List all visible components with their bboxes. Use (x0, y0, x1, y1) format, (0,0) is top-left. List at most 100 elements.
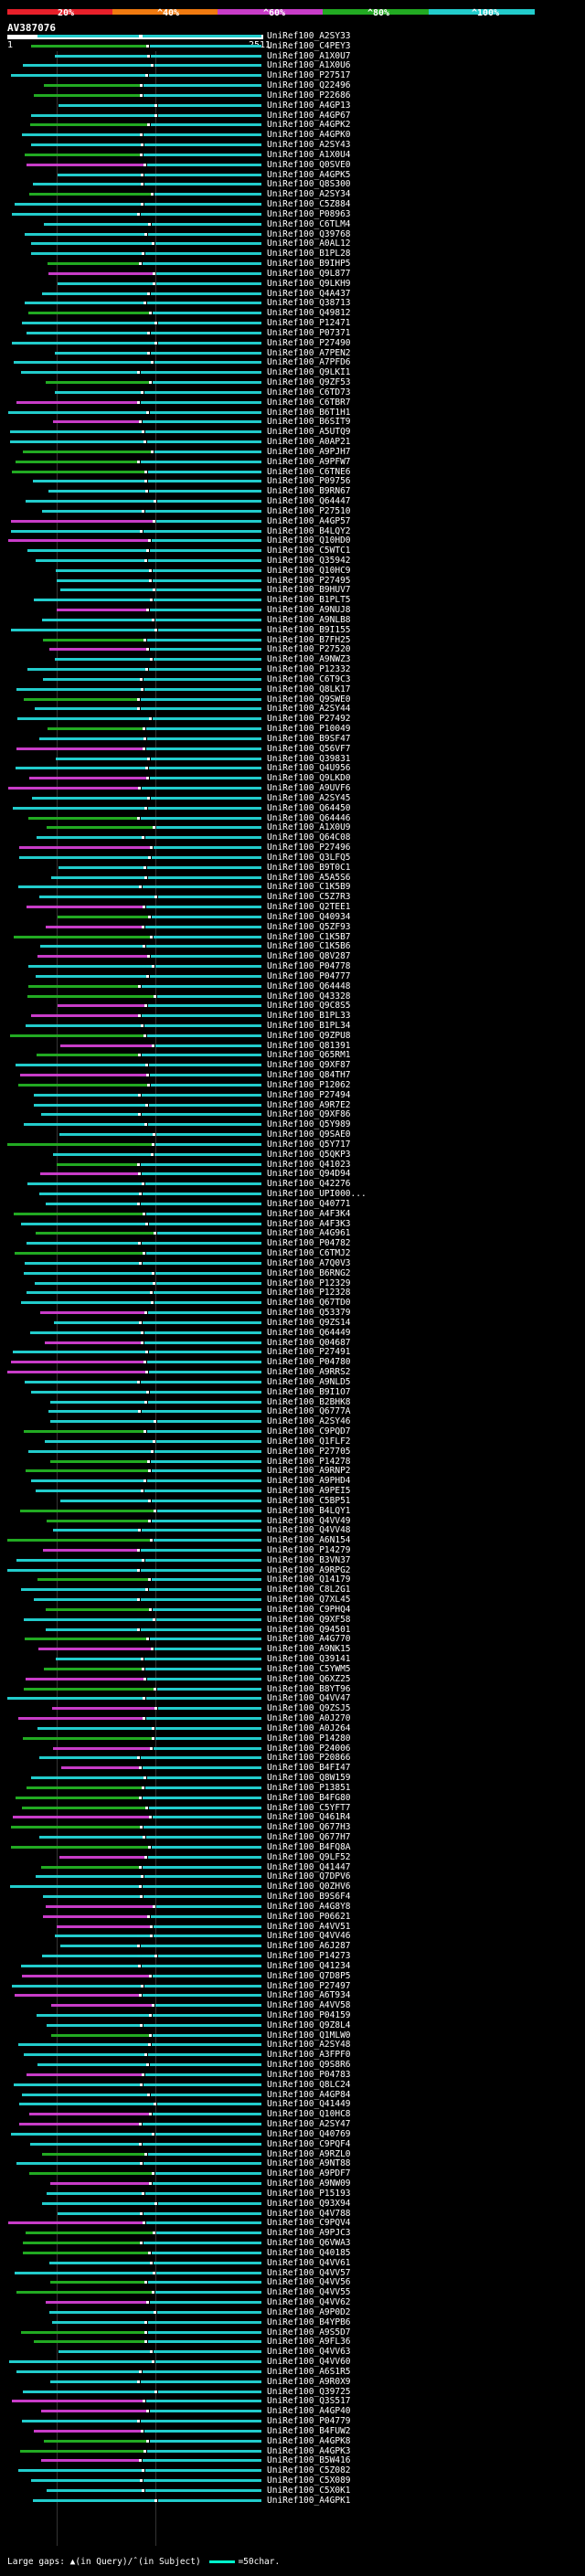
hit-alignment-bar[interactable] (22, 322, 154, 325)
hit-label[interactable]: UniRef100_Q5Y989 (267, 1119, 351, 1130)
hit-label[interactable]: UniRef100_A4GP84 (267, 2089, 351, 2100)
hit-alignment-bar[interactable] (30, 1330, 141, 1334)
hit-label[interactable]: UniRef100_A9RZL0 (267, 2148, 351, 2159)
hit-alignment-bar[interactable] (154, 599, 261, 602)
hit-alignment-bar[interactable] (18, 885, 139, 889)
hit-label[interactable]: UniRef100_C6TMJ2 (267, 1248, 351, 1259)
hit-alignment-bar[interactable] (59, 1855, 144, 1859)
hit-alignment-bar[interactable] (156, 519, 261, 523)
hit-label[interactable]: UniRef100_Q9L877 (267, 268, 351, 279)
hit-label[interactable]: UniRef100_Q9LKI1 (267, 367, 351, 378)
hit-alignment-bar[interactable] (144, 2429, 261, 2433)
hit-alignment-bar[interactable] (53, 1529, 138, 1532)
hit-alignment-bar[interactable] (39, 1193, 139, 1196)
hit-label[interactable]: UniRef100_Q9S8R6 (267, 2060, 351, 2071)
hit-label[interactable]: UniRef100_B1PL28 (267, 249, 351, 260)
hit-alignment-bar[interactable] (57, 1162, 137, 1166)
hit-alignment-bar[interactable] (150, 2410, 261, 2413)
hit-label[interactable]: UniRef100_A9NLB8 (267, 614, 351, 625)
hit-alignment-bar[interactable] (39, 737, 144, 740)
hit-label[interactable]: UniRef100_P22686 (267, 90, 351, 101)
hit-label[interactable]: UniRef100_C9PHQ4 (267, 1604, 351, 1615)
hit-alignment-bar[interactable] (23, 2390, 154, 2393)
hit-label[interactable]: UniRef100_B9S6F4 (267, 1892, 351, 1903)
hit-alignment-bar[interactable] (142, 1964, 261, 1967)
hit-label[interactable]: UniRef100_A9NWZ3 (267, 654, 351, 665)
hit-alignment-bar[interactable] (43, 638, 144, 641)
hit-label[interactable]: UniRef100_C1K5B6 (267, 941, 351, 952)
hit-label[interactable]: UniRef100_P09756 (267, 476, 351, 487)
hit-alignment-bar[interactable] (147, 1677, 261, 1680)
hit-alignment-bar[interactable] (23, 64, 151, 68)
hit-alignment-bar[interactable] (154, 1648, 261, 1651)
hit-alignment-bar[interactable] (150, 2301, 261, 2305)
hit-alignment-bar[interactable] (50, 1459, 147, 1463)
hit-alignment-bar[interactable] (60, 588, 153, 592)
hit-label[interactable]: UniRef100_P04782 (267, 1238, 351, 1249)
hit-alignment-bar[interactable] (141, 1162, 261, 1166)
hit-alignment-bar[interactable] (58, 2211, 140, 2215)
hit-alignment-bar[interactable] (157, 1232, 261, 1235)
hit-label[interactable]: UniRef100_A4GPK1 (267, 2495, 351, 2506)
hit-alignment-bar[interactable] (149, 767, 261, 770)
hit-alignment-bar[interactable] (25, 1380, 137, 1383)
hit-alignment-bar[interactable] (141, 1945, 261, 1948)
hit-alignment-bar[interactable] (150, 648, 261, 652)
hit-alignment-bar[interactable] (146, 2221, 261, 2225)
hit-alignment-bar[interactable] (154, 450, 261, 453)
hit-alignment-bar[interactable] (42, 2152, 144, 2156)
hit-label[interactable]: UniRef100_P14279 (267, 1544, 351, 1555)
hit-alignment-bar[interactable] (18, 1083, 147, 1087)
hit-alignment-bar[interactable] (37, 2014, 149, 2017)
hit-label[interactable]: UniRef100_A9PJH7 (267, 446, 351, 457)
hit-alignment-bar[interactable] (158, 2201, 261, 2205)
hit-label[interactable]: UniRef100_Q39725 (267, 2386, 351, 2397)
hit-alignment-bar[interactable] (148, 2330, 261, 2334)
hit-alignment-bar[interactable] (55, 658, 150, 662)
hit-alignment-bar[interactable] (157, 994, 261, 998)
hit-alignment-bar[interactable] (41, 1113, 138, 1117)
hit-label[interactable]: UniRef100_Q4V788 (267, 2208, 351, 2219)
hit-alignment-bar[interactable] (16, 1064, 145, 1067)
hit-alignment-bar[interactable] (150, 2439, 261, 2443)
hit-alignment-bar[interactable] (142, 984, 261, 988)
hit-label[interactable]: UniRef100_P27495 (267, 575, 351, 586)
hit-alignment-bar[interactable] (51, 2033, 149, 2037)
hit-alignment-bar[interactable] (32, 796, 147, 800)
hit-alignment-bar[interactable] (156, 1281, 261, 1285)
hit-alignment-bar[interactable] (148, 1400, 261, 1404)
hit-alignment-bar[interactable] (49, 2261, 150, 2264)
hit-label[interactable]: UniRef100_Q4U956 (267, 763, 351, 774)
hit-alignment-bar[interactable] (7, 1568, 137, 1572)
hit-alignment-bar[interactable] (149, 1351, 261, 1354)
hit-alignment-bar[interactable] (31, 2479, 140, 2482)
hit-alignment-bar[interactable] (146, 727, 261, 731)
hit-label[interactable]: UniRef100_A9UVF6 (267, 783, 351, 794)
hit-alignment-bar[interactable] (147, 865, 261, 869)
hit-label[interactable]: UniRef100_A2SY47 (267, 2119, 351, 2130)
hit-alignment-bar[interactable] (37, 836, 142, 840)
hit-alignment-bar[interactable] (152, 539, 261, 543)
hit-alignment-bar[interactable] (8, 410, 146, 414)
hit-alignment-bar[interactable] (41, 2459, 139, 2463)
hit-alignment-bar[interactable] (144, 1489, 261, 1492)
hit-alignment-bar[interactable] (31, 242, 152, 246)
hit-alignment-bar[interactable] (144, 529, 261, 533)
hit-label[interactable]: UniRef100_A4GP13 (267, 100, 351, 111)
hit-alignment-bar[interactable] (154, 1924, 261, 1928)
hit-alignment-bar[interactable] (15, 1994, 139, 1998)
hit-label[interactable]: UniRef100_B1PL34 (267, 1021, 351, 1031)
hit-label[interactable]: UniRef100_A4GP67 (267, 110, 351, 121)
hit-alignment-bar[interactable] (30, 2142, 139, 2146)
hit-alignment-bar[interactable] (142, 1172, 261, 1176)
hit-alignment-bar[interactable] (157, 1687, 261, 1691)
hit-alignment-bar[interactable] (51, 2004, 152, 2008)
hit-label[interactable]: UniRef100_Q4VV63 (267, 2347, 351, 2358)
hit-alignment-bar[interactable] (153, 2113, 261, 2116)
hit-label[interactable]: UniRef100_Q38713 (267, 298, 351, 309)
hit-alignment-bar[interactable] (18, 2469, 142, 2473)
hit-label[interactable]: UniRef100_P27520 (267, 644, 351, 655)
hit-alignment-bar[interactable] (152, 915, 261, 918)
hit-alignment-bar[interactable] (152, 1578, 261, 1582)
hit-alignment-bar[interactable] (155, 1736, 261, 1740)
